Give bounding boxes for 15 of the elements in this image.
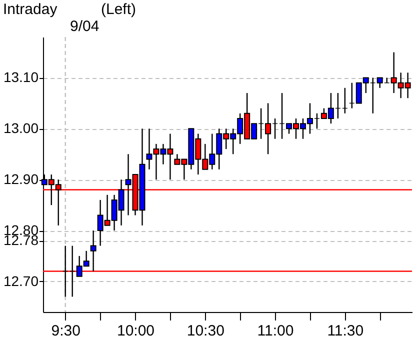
- text: 9/04: [70, 18, 100, 35]
- x-tick-label: 10:00: [116, 322, 155, 340]
- y-tick-label: 13.10: [3, 69, 39, 86]
- y-tick-label: 13.00: [3, 120, 39, 136]
- candlestick: [90, 230, 96, 272]
- text: (Left): [101, 1, 136, 18]
- y-tick-label: 12.70: [3, 272, 39, 289]
- x-tick-label: 9:30: [51, 322, 80, 340]
- candlestick: [62, 245, 68, 298]
- y-tick-label: 12.90: [3, 171, 39, 188]
- x-tick-label: 10:30: [186, 322, 224, 340]
- x-tick-label: 11:00: [257, 322, 294, 340]
- x-tick-label: 11:30: [327, 322, 364, 340]
- chart-title: Intraday: [3, 1, 58, 18]
- candlestick: [342, 87, 348, 114]
